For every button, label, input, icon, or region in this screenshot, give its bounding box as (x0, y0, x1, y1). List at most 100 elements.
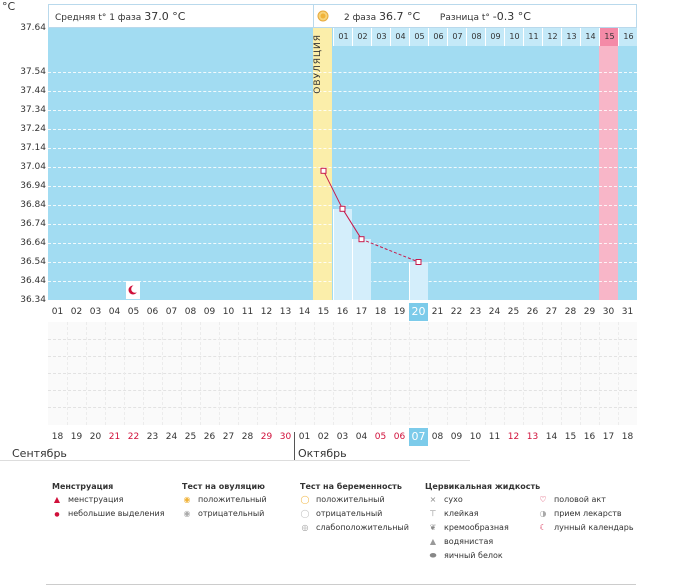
day-number[interactable]: 16 (336, 307, 349, 317)
temp-point[interactable] (415, 259, 422, 265)
legend-preg-weak: ◎ слабоположительный (301, 523, 409, 532)
cycle-day-header[interactable]: 13 (561, 28, 581, 46)
day-number[interactable]: 13 (279, 307, 292, 317)
legend-cerv-eggwhite: ⬬ яичный белок (429, 551, 503, 560)
cycle-day-header[interactable]: 12 (542, 28, 562, 46)
day-number[interactable]: 17 (355, 307, 368, 317)
calendar-date[interactable]: 10 (469, 432, 482, 442)
calendar-date[interactable]: 15 (564, 432, 577, 442)
cycle-day-header[interactable]: 01 (333, 28, 353, 46)
creamy-icon: ❦ (429, 523, 437, 532)
calendar-date[interactable]: 06 (393, 432, 406, 442)
day-number[interactable]: 06 (146, 307, 159, 317)
calendar-date[interactable]: 23 (146, 432, 159, 442)
calendar-date[interactable]: 01 (298, 432, 311, 442)
day-number[interactable]: 07 (165, 307, 178, 317)
day-number[interactable]: 31 (621, 307, 634, 317)
cycle-day-header[interactable]: 03 (371, 28, 391, 46)
calendar-date[interactable]: 14 (545, 432, 558, 442)
day-number[interactable]: 25 (507, 307, 520, 317)
calendar-date[interactable]: 29 (260, 432, 273, 442)
y-tick-label: 37.44 (20, 86, 46, 96)
calendar-date[interactable]: 30 (279, 432, 292, 442)
calendar-date[interactable]: 25 (184, 432, 197, 442)
calendar-date[interactable]: 04 (355, 432, 368, 442)
calendar-date[interactable]: 27 (222, 432, 235, 442)
preg-weak-icon: ◎ (301, 523, 309, 532)
cycle-day-header[interactable]: 04 (390, 28, 410, 46)
day-number[interactable]: 11 (241, 307, 254, 317)
legend-spotting-item: ● небольшие выделения (52, 508, 164, 521)
cycle-day-header[interactable]: 08 (466, 28, 486, 46)
day-number[interactable]: 15 (317, 307, 330, 317)
cycle-day-header[interactable]: 09 (485, 28, 505, 46)
temp-line-segment (342, 208, 362, 240)
day-number[interactable]: 10 (222, 307, 235, 317)
day-number[interactable]: 27 (545, 307, 558, 317)
calendar-date[interactable]: 26 (203, 432, 216, 442)
calendar-date[interactable]: 19 (70, 432, 83, 442)
day-number[interactable]: 21 (431, 307, 444, 317)
moon-icon[interactable] (126, 281, 140, 299)
day-number[interactable]: 02 (70, 307, 83, 317)
cycle-day-header[interactable]: 05 (409, 28, 429, 46)
day-number[interactable]: 23 (469, 307, 482, 317)
temp-point[interactable] (320, 167, 327, 174)
cycle-day-header[interactable]: 06 (428, 28, 448, 46)
temp-point[interactable] (358, 236, 365, 243)
calendar-date[interactable]: 16 (583, 432, 596, 442)
day-number[interactable]: 09 (203, 307, 216, 317)
day-number[interactable]: 24 (488, 307, 501, 317)
y-tick-label: 36.74 (20, 219, 46, 229)
calendar-date[interactable]: 24 (165, 432, 178, 442)
ovulation-sun-icon (317, 10, 329, 22)
day-number[interactable]: 22 (450, 307, 463, 317)
cycle-day-header[interactable]: 10 (504, 28, 524, 46)
day-number[interactable]: 03 (89, 307, 102, 317)
calendar-date[interactable]: 07 (409, 428, 428, 446)
day-number[interactable]: 18 (374, 307, 387, 317)
divider (0, 460, 470, 461)
day-number[interactable]: 20 (409, 303, 428, 321)
calendar-date[interactable]: 28 (241, 432, 254, 442)
calendar-date[interactable]: 02 (317, 432, 330, 442)
day-number[interactable]: 19 (393, 307, 406, 317)
day-number[interactable]: 28 (564, 307, 577, 317)
cycle-day-header[interactable]: 07 (447, 28, 467, 46)
calendar-date[interactable]: 05 (374, 432, 387, 442)
day-number[interactable]: 26 (526, 307, 539, 317)
grid-col-line (352, 322, 353, 425)
calendar-date[interactable]: 21 (108, 432, 121, 442)
y-tick-label: 37.34 (20, 105, 46, 115)
day-number[interactable]: 30 (602, 307, 615, 317)
day-number[interactable]: 08 (184, 307, 197, 317)
temp-point[interactable] (339, 205, 346, 212)
calendar-date[interactable]: 03 (336, 432, 349, 442)
cycle-day-header[interactable]: 14 (580, 28, 600, 46)
day-number[interactable]: 04 (108, 307, 121, 317)
day-number[interactable]: 12 (260, 307, 273, 317)
calendar-date[interactable]: 18 (51, 432, 64, 442)
phase1-summary: Средняя t° 1 фаза 37.0 °C (48, 4, 314, 28)
calendar-date[interactable]: 09 (450, 432, 463, 442)
cycle-day-header[interactable]: 16 (618, 28, 637, 46)
cycle-day-header[interactable]: 15 (599, 28, 619, 46)
calendar-date[interactable]: 20 (89, 432, 102, 442)
grid-col-line (485, 322, 486, 425)
calendar-date[interactable]: 18 (621, 432, 634, 442)
calendar-date[interactable]: 08 (431, 432, 444, 442)
grid-line (48, 72, 637, 73)
calendar-date[interactable]: 22 (127, 432, 140, 442)
day-number[interactable]: 01 (51, 307, 64, 317)
calendar-date[interactable]: 11 (488, 432, 501, 442)
legend-cerv-sticky: ⊤ клейкая (429, 509, 479, 518)
cycle-day-header[interactable]: 02 (352, 28, 372, 46)
day-number[interactable]: 05 (127, 307, 140, 317)
cycle-day-header[interactable]: 11 (523, 28, 543, 46)
calendar-date[interactable]: 13 (526, 432, 539, 442)
day-number[interactable]: 14 (298, 307, 311, 317)
temp-bar (333, 208, 352, 300)
calendar-date[interactable]: 12 (507, 432, 520, 442)
calendar-date[interactable]: 17 (602, 432, 615, 442)
day-number[interactable]: 29 (583, 307, 596, 317)
